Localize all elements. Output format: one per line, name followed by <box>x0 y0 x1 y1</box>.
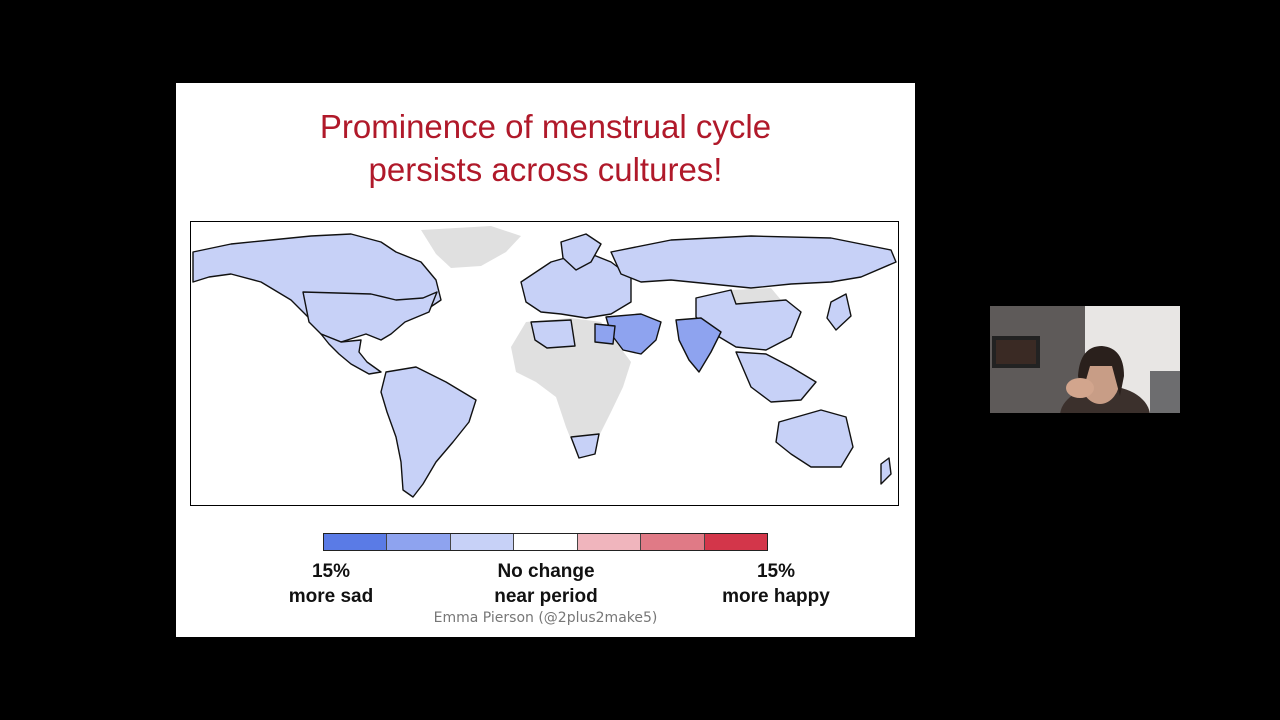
legend-left-label: 15% more sad <box>266 559 396 609</box>
north-africa-region <box>530 319 576 349</box>
russia-region <box>610 235 897 289</box>
legend-swatch <box>324 534 388 550</box>
legend-swatch <box>450 534 515 550</box>
egypt-region <box>594 323 616 345</box>
southeast-asia-region <box>735 351 817 403</box>
scandinavia-region <box>560 233 602 271</box>
australia-region <box>775 409 854 468</box>
title-line-1: Prominence of menstrual cycle <box>319 108 772 145</box>
legend-center-line2: near period <box>494 586 598 607</box>
slide-title: Prominence of menstrual cycle persists a… <box>176 105 915 191</box>
south-africa-region <box>570 433 600 459</box>
legend-left-percent: 15% <box>311 561 351 582</box>
new-zealand-region <box>880 457 892 485</box>
world-map-svg <box>192 226 897 498</box>
india-region <box>675 317 722 373</box>
legend-center-line1: No change <box>497 561 595 582</box>
person-on-webcam-icon <box>990 306 1180 413</box>
africa-region <box>511 318 631 452</box>
legend-swatch <box>387 534 451 550</box>
world-map <box>190 221 899 506</box>
webcam-video-feed[interactable] <box>990 306 1180 413</box>
legend-left-text: more sad <box>288 586 374 607</box>
legend-right-label: 15% more happy <box>701 559 851 609</box>
greenland-region <box>421 226 521 268</box>
legend-right-percent: 15% <box>756 561 796 582</box>
title-line-2: persists across cultures! <box>368 151 723 188</box>
presentation-slide: Prominence of menstrual cycle persists a… <box>176 83 915 637</box>
slide-credit: Emma Pierson (@2plus2make5) <box>433 610 658 626</box>
mexico-region <box>320 333 382 375</box>
japan-region <box>826 293 852 331</box>
legend-swatch <box>514 534 578 550</box>
color-scale-legend <box>323 533 768 551</box>
legend-swatch <box>704 534 767 550</box>
legend-center-label: No change near period <box>471 559 621 609</box>
legend-right-text: more happy <box>722 586 830 607</box>
legend-swatch <box>577 534 642 550</box>
legend-swatch <box>641 534 705 550</box>
south-america-region <box>380 366 477 498</box>
